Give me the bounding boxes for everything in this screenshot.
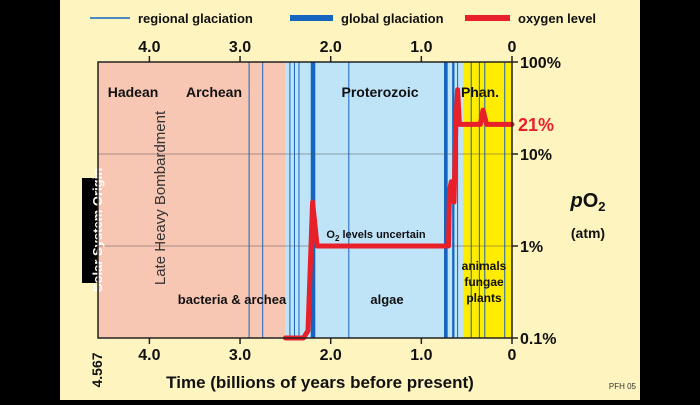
- late-heavy-bombardment-label: Late Heavy Bombardment: [152, 110, 169, 285]
- plot-frame: [97, 61, 513, 339]
- legend: regional glaciation global glaciation ox…: [90, 11, 596, 26]
- x-axis-origin-label: 4.567: [89, 352, 105, 387]
- x-tick-label-top: 0: [508, 39, 517, 56]
- y-tick-label: 1%: [520, 239, 543, 256]
- o2-uncertain-label: O2 levels uncertain: [326, 229, 426, 243]
- eon-label-archean: Archean: [186, 84, 242, 100]
- life-phanerozoic-fungae: fungae: [464, 275, 504, 289]
- x-axis-ticks: 4.0 4.0 3.0 3.0 2.0 2.0 1.0 1.0 0 0: [138, 39, 516, 364]
- legend-item-oxygen-level: oxygen level: [465, 11, 596, 26]
- legend-label-global-glaciation: global glaciation: [341, 11, 444, 26]
- life-phanerozoic-plants: plants: [466, 291, 502, 305]
- oxygen-level-series: [282, 87, 515, 341]
- x-tick-label-top: 1.0: [410, 39, 432, 56]
- eon-band-hadean: [98, 62, 150, 338]
- life-phanerozoic-animals: animals: [462, 259, 507, 273]
- x-tick-label-top: 2.0: [320, 39, 342, 56]
- y-axis-ticks: 100% 10% 1% 0.1%: [512, 55, 561, 348]
- x-axis-title: Time (billions of years before present): [166, 373, 474, 392]
- legend-item-global-glaciation: global glaciation: [290, 11, 444, 26]
- regional-glaciation-lines: [248, 62, 506, 338]
- legend-label-oxygen-level: oxygen level: [518, 11, 596, 26]
- x-tick-label-bottom: 4.0: [138, 347, 160, 364]
- eon-label-hadean: Hadean: [108, 84, 159, 100]
- annotations: Hadean Archean Proterozoic Phan. Late He…: [90, 84, 507, 307]
- x-tick-label-bottom: 3.0: [229, 347, 251, 364]
- y-tick-label: 10%: [520, 147, 552, 164]
- x-tick-label-bottom: 2.0: [320, 347, 342, 364]
- life-archean-label: bacteria & archea: [178, 292, 287, 307]
- life-proterozoic-label: algae: [370, 292, 403, 307]
- current-level-label: 21%: [518, 115, 554, 135]
- y-tick-label: 100%: [520, 55, 561, 72]
- y-tick-label: 0.1%: [520, 331, 556, 348]
- credit-label: PFH 05: [609, 382, 637, 391]
- series-line-oxygen-level: [282, 87, 515, 341]
- y-axis-title: pO2: [569, 190, 605, 214]
- eon-label-phanerozoic: Phan.: [461, 84, 499, 100]
- legend-item-regional-glaciation: regional glaciation: [90, 11, 253, 26]
- x-tick-label-bottom: 1.0: [410, 347, 432, 364]
- x-tick-label-top: 4.0: [138, 39, 160, 56]
- legend-label-regional-glaciation: regional glaciation: [138, 11, 253, 26]
- x-tick-label-top: 3.0: [229, 39, 251, 56]
- global-glaciation-bar: [444, 62, 448, 338]
- x-tick-label-bottom: 0: [508, 347, 517, 364]
- y-axis-unit: (atm): [571, 225, 605, 241]
- eon-label-proterozoic: Proterozoic: [341, 84, 418, 100]
